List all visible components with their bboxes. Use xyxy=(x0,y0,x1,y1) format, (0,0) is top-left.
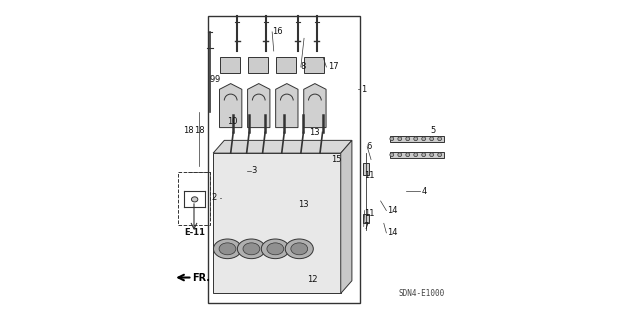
Bar xyxy=(209,16,360,303)
Polygon shape xyxy=(213,153,340,293)
Text: 11: 11 xyxy=(364,209,374,218)
Bar xyxy=(363,214,369,223)
Text: 14: 14 xyxy=(387,206,397,215)
Polygon shape xyxy=(340,140,352,293)
Polygon shape xyxy=(276,57,296,73)
Ellipse shape xyxy=(219,243,236,255)
Polygon shape xyxy=(276,84,298,128)
Polygon shape xyxy=(248,84,270,128)
Ellipse shape xyxy=(429,153,433,157)
Text: FR.: FR. xyxy=(193,272,211,283)
Polygon shape xyxy=(220,57,240,73)
Text: 5: 5 xyxy=(430,126,435,135)
Text: 10: 10 xyxy=(227,117,238,126)
Text: 6: 6 xyxy=(366,142,372,151)
Bar xyxy=(363,163,369,175)
Polygon shape xyxy=(248,57,268,73)
Ellipse shape xyxy=(261,239,289,259)
Text: 15: 15 xyxy=(331,155,342,164)
Ellipse shape xyxy=(406,137,410,141)
Bar xyxy=(390,152,444,158)
Text: 18: 18 xyxy=(194,126,205,135)
Text: 13: 13 xyxy=(309,128,319,137)
Text: 13: 13 xyxy=(298,200,308,209)
Ellipse shape xyxy=(267,243,284,255)
Text: 16: 16 xyxy=(272,27,283,36)
Polygon shape xyxy=(304,84,326,128)
Text: 17: 17 xyxy=(328,63,339,71)
Ellipse shape xyxy=(237,239,266,259)
Bar xyxy=(390,136,444,142)
Ellipse shape xyxy=(398,153,402,157)
Text: 2: 2 xyxy=(211,193,216,202)
Ellipse shape xyxy=(390,137,394,141)
Text: 4: 4 xyxy=(422,187,428,196)
Ellipse shape xyxy=(214,239,241,259)
Ellipse shape xyxy=(414,153,418,157)
Text: 14: 14 xyxy=(387,228,397,237)
Ellipse shape xyxy=(390,153,394,157)
Ellipse shape xyxy=(422,137,426,141)
Text: 1: 1 xyxy=(362,85,367,94)
Text: 9: 9 xyxy=(215,75,220,84)
Text: 9: 9 xyxy=(210,75,215,84)
Ellipse shape xyxy=(243,243,260,255)
Ellipse shape xyxy=(285,239,314,259)
Text: 7: 7 xyxy=(363,222,369,231)
Ellipse shape xyxy=(438,153,442,157)
Polygon shape xyxy=(220,84,242,128)
Ellipse shape xyxy=(438,137,442,141)
Polygon shape xyxy=(304,57,324,73)
Ellipse shape xyxy=(414,137,418,141)
Text: 11: 11 xyxy=(364,171,374,180)
Ellipse shape xyxy=(398,137,402,141)
Ellipse shape xyxy=(291,243,308,255)
Text: E-11: E-11 xyxy=(184,228,205,237)
Text: 3: 3 xyxy=(252,166,257,175)
Ellipse shape xyxy=(406,153,410,157)
Text: 8: 8 xyxy=(301,63,306,71)
Ellipse shape xyxy=(191,197,198,202)
Polygon shape xyxy=(213,140,352,153)
Text: SDN4-E1000: SDN4-E1000 xyxy=(399,289,445,298)
Text: 12: 12 xyxy=(307,275,317,284)
Ellipse shape xyxy=(429,137,433,141)
Text: 18: 18 xyxy=(184,126,194,135)
Ellipse shape xyxy=(422,153,426,157)
Bar xyxy=(178,172,210,225)
